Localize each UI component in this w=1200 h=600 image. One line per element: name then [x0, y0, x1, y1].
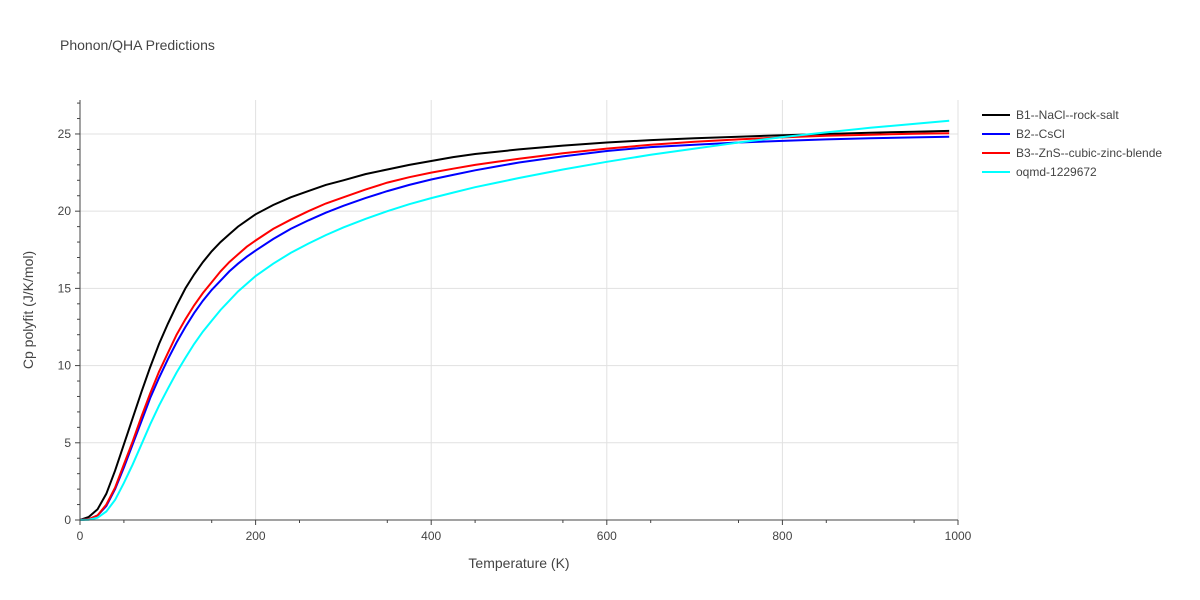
legend-label: B1--NaCl--rock-salt	[1016, 108, 1119, 122]
axes: 0 200 400 600 800 1000 0 5 10 15 20 25	[58, 100, 972, 543]
legend[interactable]: B1--NaCl--rock-salt B2--CsCl B3--ZnS--cubi…	[982, 108, 1162, 179]
plot-area	[79, 119, 950, 521]
x-tick-label: 1000	[945, 529, 972, 543]
legend-item-1[interactable]: B2--CsCl	[982, 127, 1065, 141]
series-line-1	[79, 135, 950, 521]
x-tick-label: 200	[246, 529, 266, 543]
y-tick-label: 20	[58, 204, 72, 218]
y-tick-label: 0	[64, 513, 71, 527]
y-tick-label: 10	[58, 359, 72, 373]
legend-item-3[interactable]: oqmd-1229672	[982, 165, 1097, 179]
y-tick-label: 5	[64, 436, 71, 450]
legend-item-0[interactable]: B1--NaCl--rock-salt	[982, 108, 1119, 122]
chart-title: Phonon/QHA Predictions	[60, 37, 215, 53]
y-axis-title: Cp polyfit (J/K/mol)	[20, 251, 36, 369]
x-axis-title: Temperature (K)	[468, 555, 569, 571]
x-tick-label: 800	[772, 529, 792, 543]
series-line-3	[79, 119, 950, 521]
series-line-2	[79, 132, 950, 521]
legend-label: B3--ZnS--cubic-zinc-blende	[1016, 146, 1162, 160]
legend-item-2[interactable]: B3--ZnS--cubic-zinc-blende	[982, 146, 1162, 160]
legend-label: oqmd-1229672	[1016, 165, 1097, 179]
y-tick-label: 15	[58, 281, 72, 295]
x-tick-label: 400	[421, 529, 441, 543]
y-tick-label: 25	[58, 127, 72, 141]
legend-label: B2--CsCl	[1016, 127, 1065, 141]
x-tick-label: 0	[77, 529, 84, 543]
x-tick-label: 600	[597, 529, 617, 543]
series-line-0	[79, 129, 950, 521]
